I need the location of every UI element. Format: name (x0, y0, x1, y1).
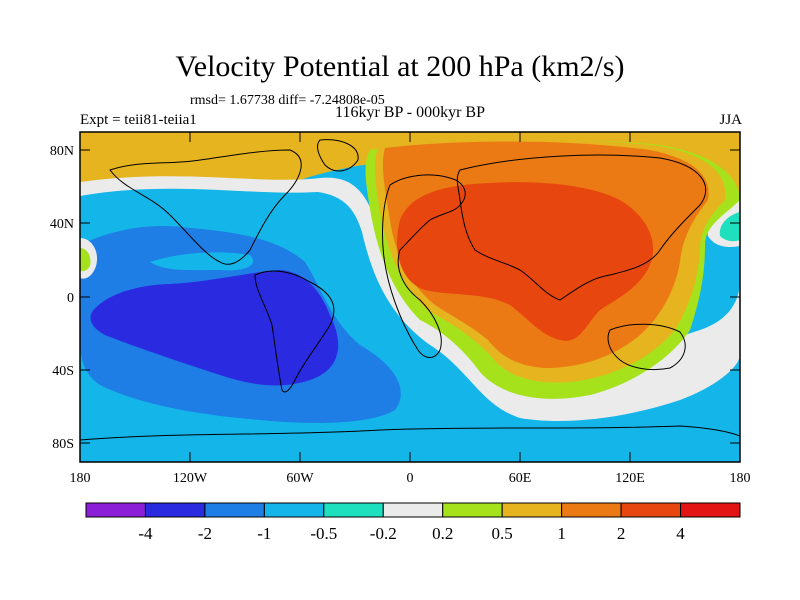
lon-tick-label: 0 (407, 471, 414, 486)
colorbar-swatch (323, 502, 384, 518)
colorbar-swatch (382, 502, 444, 518)
east-edge-negative (719, 212, 740, 242)
colorbar-label: 2 (617, 524, 626, 543)
colorbar-swatch (620, 502, 682, 518)
colorbar-swatch (85, 502, 146, 518)
season-label: JJA (719, 112, 742, 128)
lat-tick-label: 80N (50, 144, 74, 159)
colorbar-swatch (680, 502, 741, 518)
colorbar-label: -1 (257, 524, 271, 543)
map-title: Velocity Potential at 200 hPa (km2/s) (175, 50, 625, 83)
lon-tick-label: 60E (509, 471, 532, 486)
lon-tick-label: 60W (286, 471, 314, 486)
greenland-outline (317, 139, 359, 172)
colorbar-swatch (501, 502, 563, 518)
lon-tick-label: 180 (70, 471, 91, 486)
velocity-potential-field (80, 132, 740, 462)
coastlines (80, 139, 740, 441)
positive-core (397, 182, 654, 341)
experiment-label: Expt = teii81-teiia1 (80, 112, 197, 128)
colorbar-label: 0.5 (492, 524, 513, 543)
colorbar: -4 -2 -1 -0.5 -0.2 0.2 0.5 1 2 4 (85, 502, 741, 543)
colorbar-swatch (442, 502, 503, 518)
pacific-inner-band (150, 252, 254, 271)
lon-tick-label: 120W (173, 471, 208, 486)
axis-ticks (80, 132, 740, 462)
colorbar-swatch (561, 502, 622, 518)
lon-tick-label: 180 (730, 471, 751, 486)
europe-africa-outline (382, 174, 466, 358)
australia-outline (607, 323, 686, 371)
asia-outline (456, 154, 707, 301)
colorbar-label: -0.2 (370, 524, 397, 543)
west-edge-positive (80, 248, 91, 272)
colorbar-label: -0.5 (310, 524, 337, 543)
antarctica-outline (80, 425, 740, 441)
colorbar-swatch (204, 502, 265, 518)
north-america-outline (109, 149, 302, 265)
colorbar-label: -2 (198, 524, 212, 543)
south-america-outline (254, 270, 335, 393)
stats-label: rmsd= 1.67738 diff= -7.24808e-05 (190, 93, 385, 108)
period-label: 116kyr BP - 000kyr BP (335, 104, 485, 121)
lat-tick-label: 40N (50, 217, 74, 232)
colorbar-swatch (144, 502, 206, 518)
lon-tick-labels: 180 120W 60W 0 60E 120E 180 (70, 471, 751, 486)
lat-tick-label: 0 (67, 291, 74, 306)
lat-tick-label: 40S (52, 364, 74, 379)
lat-tick-label: 80S (52, 437, 74, 452)
lon-tick-label: 120E (615, 471, 645, 486)
colorbar-swatch (263, 502, 325, 518)
colorbar-label: 0.2 (432, 524, 453, 543)
colorbar-label: 1 (557, 524, 566, 543)
colorbar-label: -4 (138, 524, 153, 543)
colorbar-label: 4 (676, 524, 685, 543)
lat-tick-labels: 80N 40N 0 40S 80S (50, 144, 74, 452)
